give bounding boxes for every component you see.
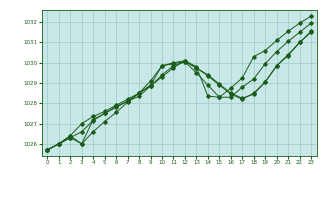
Text: Graphe pression niveau de la mer (hPa): Graphe pression niveau de la mer (hPa)	[74, 185, 246, 194]
